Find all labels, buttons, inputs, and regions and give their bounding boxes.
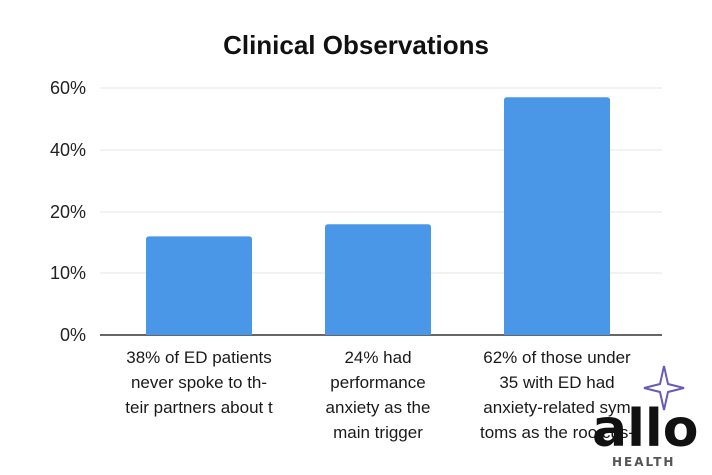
- x-category-line: never spoke to th-: [131, 373, 267, 392]
- x-axis-categories: 38% of ED patients never spoke to th-teir…: [125, 348, 634, 442]
- x-category-line: 24% had: [344, 348, 411, 367]
- x-category-line: 35 with ED had: [499, 373, 614, 392]
- x-category-label: 24% had performance anxiety as the main tri…: [326, 348, 431, 442]
- bar: [325, 224, 431, 335]
- y-tick-label: 20%: [50, 202, 86, 222]
- y-axis-ticks: 0% 10% 20% 40% 60%: [50, 78, 86, 345]
- x-category-label: 38% of ED patients never spoke to th-teir…: [125, 348, 273, 417]
- logo-text: allo: [592, 399, 698, 459]
- bars: [146, 97, 610, 335]
- x-category-line: 62% of those under: [483, 348, 631, 367]
- bar: [504, 97, 610, 335]
- x-category-line: performance: [330, 373, 425, 392]
- x-category-line: teir partners about t: [125, 398, 273, 417]
- x-category-label: 62% of those under 35 with ED had anxiety-…: [480, 348, 634, 442]
- x-category-line: 38% of ED patients: [126, 348, 272, 367]
- x-category-line: anxiety-related sym: [483, 398, 630, 417]
- sparkle-icon: [643, 365, 685, 411]
- y-tick-label: 60%: [50, 78, 86, 98]
- allo-health-logo: allo HEALTH: [592, 365, 698, 469]
- logo-subtext: HEALTH: [612, 455, 675, 469]
- x-category-line: toms as the roo cus-: [480, 423, 634, 442]
- bar: [146, 236, 252, 335]
- y-tick-label: 0%: [60, 325, 86, 345]
- x-category-line: anxiety as the: [326, 398, 431, 417]
- y-tick-label: 10%: [50, 263, 86, 283]
- chart-title: Clinical Observations: [223, 30, 489, 60]
- x-category-line: main trigger: [333, 423, 423, 442]
- y-tick-label: 40%: [50, 140, 86, 160]
